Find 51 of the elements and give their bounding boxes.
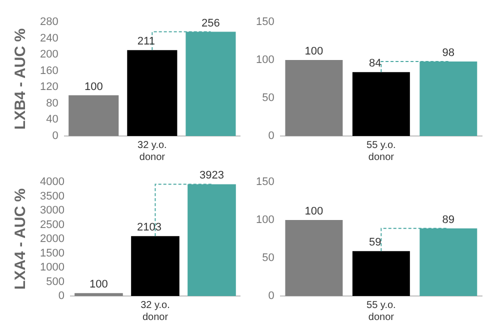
bar (285, 220, 343, 296)
y-tick-label: 1000 (40, 262, 64, 274)
data-label: 100 (304, 46, 324, 58)
data-label: 2103 (136, 222, 162, 234)
data-label: 100 (84, 80, 103, 93)
y-tick-label: 50 (262, 252, 274, 264)
y-tick-label: 200 (40, 48, 58, 61)
data-label: 3923 (200, 170, 224, 182)
y-tick-label: 1500 (40, 247, 64, 260)
x-tick-label: 32 y.o. donor (138, 140, 167, 163)
y-tick-label: 0 (268, 130, 274, 142)
y-tick-label: 0 (268, 290, 274, 302)
y-tick-label: 40 (46, 114, 58, 126)
data-label: 100 (90, 278, 108, 291)
data-label: 89 (442, 214, 455, 226)
x-tick-label: 55 y.o. donor (366, 140, 396, 163)
data-label: 256 (202, 17, 220, 30)
y-tick-label: 240 (40, 32, 58, 44)
data-label: 98 (442, 47, 455, 60)
data-label: 84 (369, 58, 382, 70)
y-tick-label: 2500 (40, 218, 64, 231)
y-tick-label: 500 (46, 276, 64, 288)
data-label: 211 (137, 36, 155, 48)
data-label: 59 (369, 236, 382, 249)
x-tick-label: 55 y.o. donor (366, 300, 396, 323)
y-tick-label: 2000 (40, 233, 64, 246)
x-tick-label: 32 y.o. donor (140, 300, 170, 323)
y-tick-label: 100 (256, 54, 274, 66)
y-axis-title: LXB4 - AUC % (12, 28, 30, 130)
y-tick-label: 50 (262, 92, 274, 104)
y-tick-label: 100 (256, 214, 274, 226)
bar (352, 251, 410, 296)
y-tick-label: 0 (58, 290, 64, 302)
bar (68, 95, 119, 136)
bar (285, 60, 343, 136)
y-tick-label: 0 (52, 130, 58, 142)
y-tick-label: 3000 (40, 204, 64, 217)
y-tick-label: 80 (46, 97, 58, 110)
y-tick-label: 280 (40, 16, 58, 28)
bar (131, 236, 180, 296)
y-tick-label: 120 (40, 81, 58, 94)
y-tick-label: 160 (40, 64, 58, 77)
bar (127, 50, 178, 136)
bar (352, 72, 410, 136)
data-label: 100 (304, 206, 324, 218)
y-axis-title: LXA4 - AUC % (12, 188, 30, 290)
y-tick-label: 150 (256, 176, 274, 188)
y-tick-label: 3500 (40, 190, 64, 202)
bar (74, 293, 123, 296)
y-tick-label: 4000 (40, 176, 64, 188)
y-tick-label: 150 (256, 16, 274, 28)
